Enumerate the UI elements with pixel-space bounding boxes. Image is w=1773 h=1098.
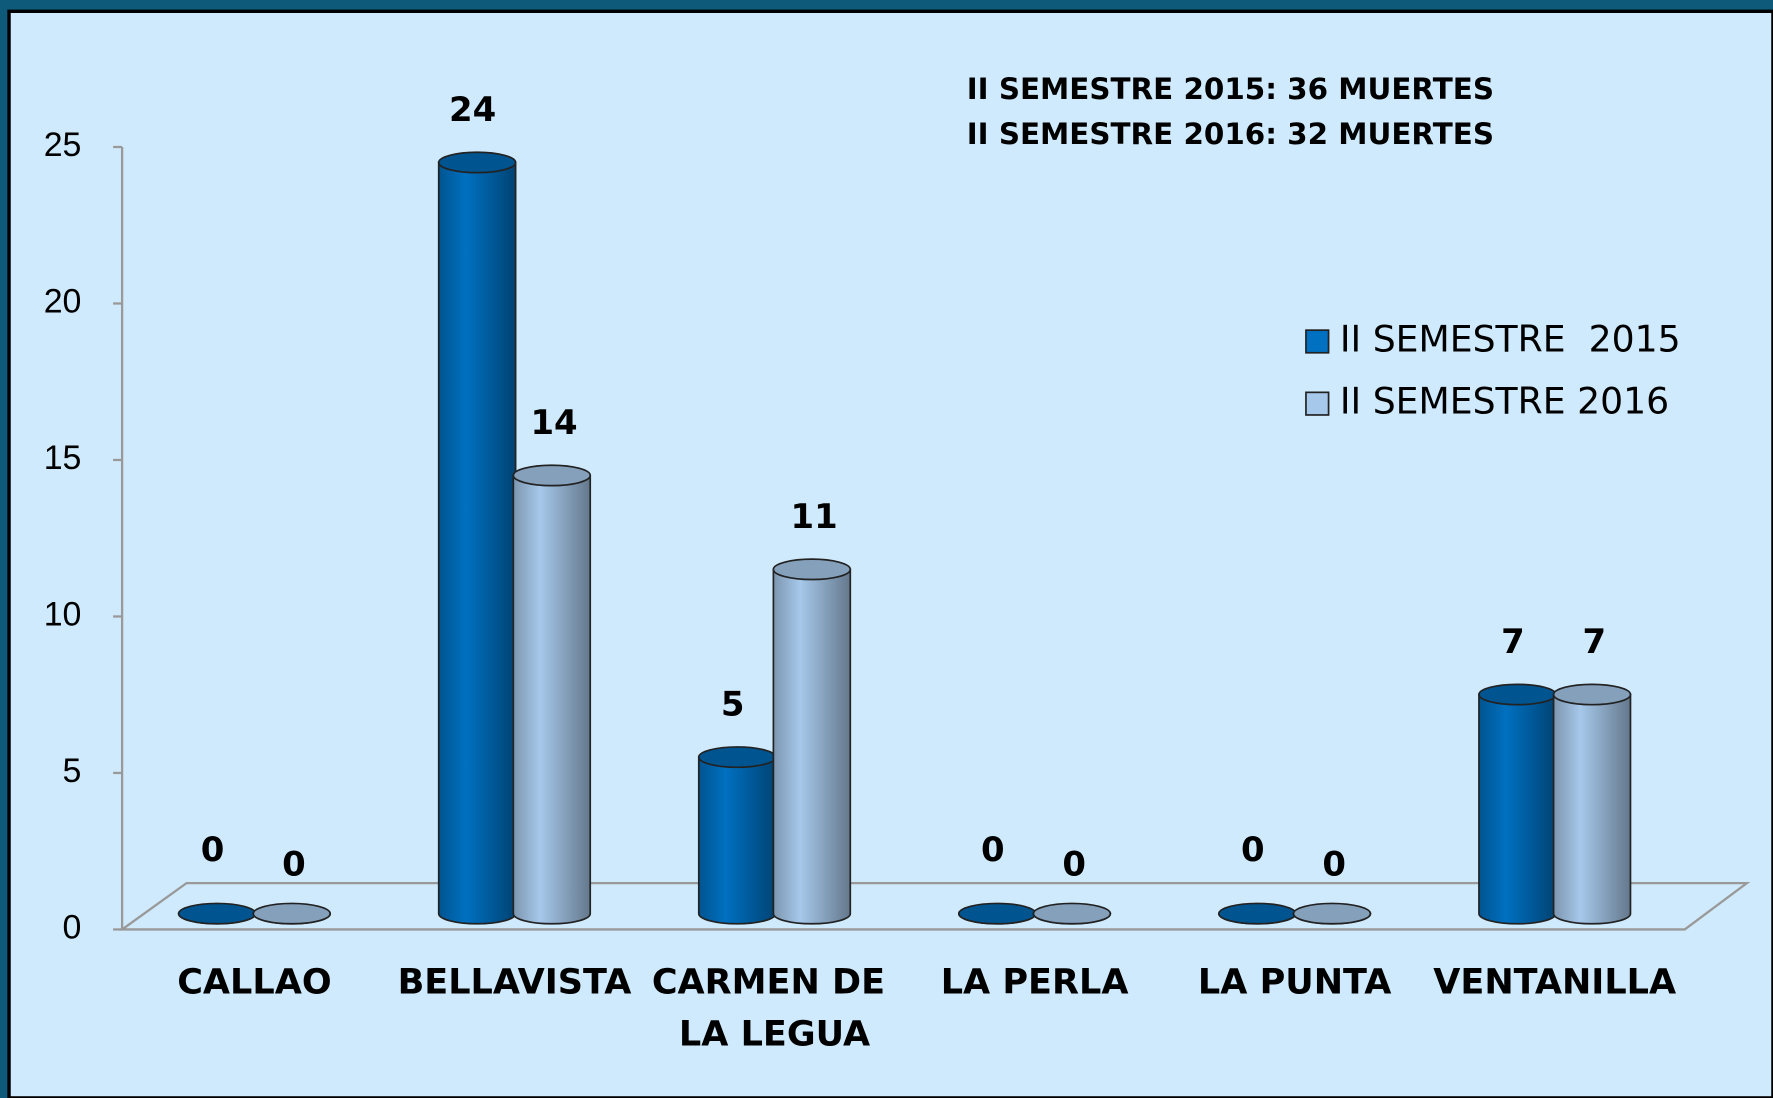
annotation: II SEMESTRE 2016: 32 MUERTES: [967, 117, 1494, 151]
bar: [697, 756, 777, 925]
value-label: 14: [530, 403, 577, 442]
bar-cap: [252, 902, 332, 925]
bar: [1478, 693, 1557, 925]
value-label: 0: [1322, 845, 1346, 884]
legend-label: II SEMESTRE 2015: [1340, 317, 1681, 360]
bar-cap: [697, 746, 777, 769]
x-tick-label: LA PUNTA: [1198, 962, 1391, 1003]
bar: [1552, 693, 1632, 925]
bar-cap: [1032, 902, 1112, 925]
value-label: 0: [282, 845, 306, 884]
y-tick-label: 20: [44, 282, 82, 320]
bar-cap: [772, 558, 852, 581]
bar-cap: [1218, 902, 1297, 925]
y-tick-label: 5: [63, 752, 82, 790]
x-tick-label: BELLAVISTA: [398, 962, 632, 1003]
annotation: II SEMESTRE 2015: 36 MUERTES: [967, 72, 1494, 106]
legend-swatch: [1305, 391, 1330, 416]
floor: [118, 881, 1751, 931]
value-label: 7: [1582, 622, 1606, 661]
bar-cap: [957, 902, 1037, 925]
value-label: 24: [449, 90, 496, 129]
x-tick-label: CARMEN DE LA LEGUA: [652, 962, 897, 1055]
bar: [437, 161, 517, 925]
value-label: 7: [1501, 622, 1525, 661]
value-label: 5: [721, 685, 745, 724]
legend-swatch: [1305, 329, 1330, 354]
x-tick-label: CALLAO: [177, 962, 331, 1003]
bar-cap: [437, 151, 517, 174]
y-tick-label: 0: [63, 908, 82, 946]
y-tick-label: 25: [44, 126, 82, 164]
bar-cap: [1552, 683, 1632, 706]
y-tick-label: 10: [44, 595, 82, 633]
value-label: 0: [1062, 845, 1086, 884]
bar-cap: [512, 464, 592, 487]
value-label: 0: [201, 830, 225, 869]
bar-cap: [1478, 683, 1557, 706]
plot-panel: [7, 9, 1773, 1098]
bar-cap: [177, 902, 257, 925]
value-label: 11: [791, 497, 838, 536]
x-tick-label: VENTANILLA: [1433, 962, 1676, 1003]
x-tick-label: LA PERLA: [941, 962, 1129, 1003]
bar: [772, 568, 852, 925]
value-label: 0: [1241, 830, 1265, 869]
legend-label: II SEMESTRE 2016: [1340, 380, 1669, 423]
value-label: 0: [981, 830, 1005, 869]
bar-cap: [1292, 902, 1372, 925]
bar: [512, 474, 592, 925]
y-tick-label: 15: [44, 439, 82, 477]
